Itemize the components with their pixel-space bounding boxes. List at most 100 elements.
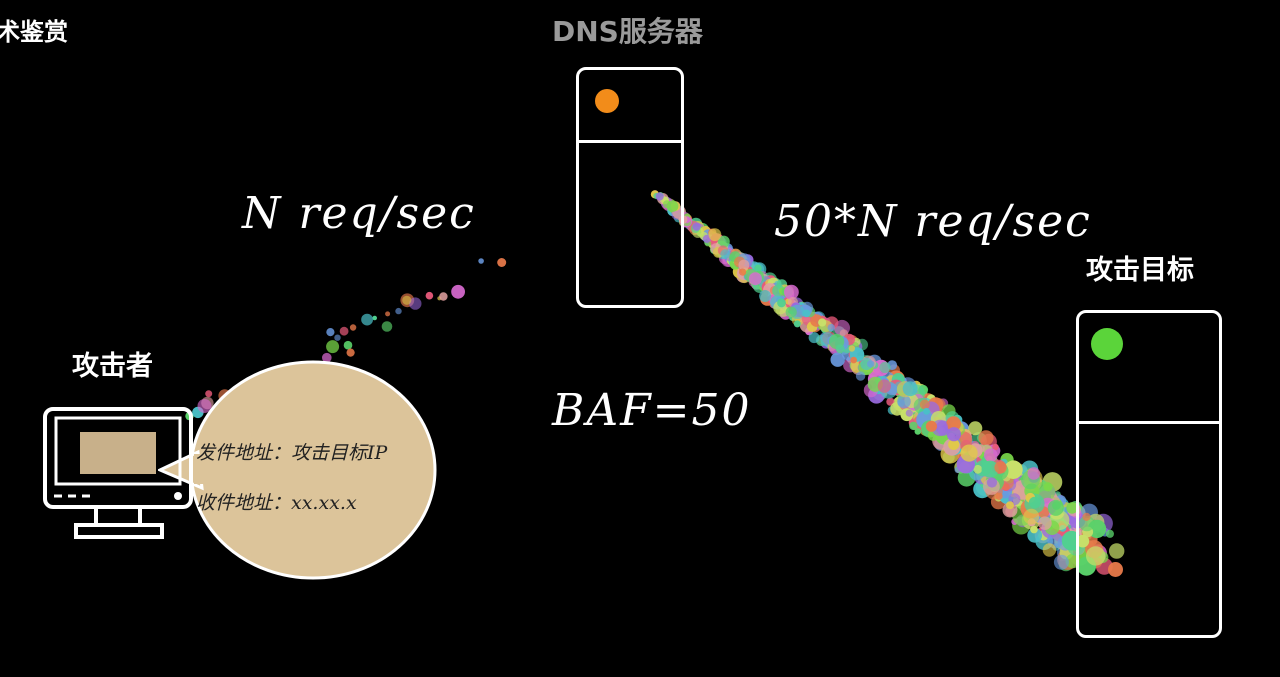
target-server bbox=[1076, 310, 1222, 638]
packet-dot bbox=[759, 290, 772, 302]
power-light bbox=[174, 492, 182, 500]
packet-dot bbox=[1109, 543, 1125, 559]
packet-dot bbox=[322, 352, 332, 363]
packet-dot bbox=[850, 356, 857, 364]
envelope-receiver: 收件地址：xx.xx.x bbox=[196, 492, 357, 514]
packet-dot bbox=[981, 460, 999, 478]
packet-dot bbox=[334, 334, 341, 341]
packet-dot bbox=[992, 443, 999, 451]
packet-dot bbox=[777, 298, 786, 308]
packet-dot bbox=[451, 284, 465, 299]
packet-dot bbox=[1006, 501, 1014, 510]
packet-dot bbox=[948, 438, 960, 450]
packet-dot bbox=[349, 324, 357, 331]
packet-dot bbox=[346, 348, 355, 357]
packet-dot bbox=[978, 430, 994, 446]
packet-dot bbox=[1066, 502, 1078, 514]
packet-dot bbox=[1030, 525, 1038, 534]
monitor-stand bbox=[74, 523, 164, 539]
packet-dot bbox=[919, 399, 930, 410]
packet-dot bbox=[1027, 467, 1041, 480]
dns-server-divider bbox=[579, 140, 681, 143]
packet-dot bbox=[655, 192, 664, 201]
packet-dot bbox=[925, 420, 938, 432]
packet-dot bbox=[946, 427, 962, 442]
packet-dot bbox=[827, 323, 835, 332]
bubble-tail-cover bbox=[194, 454, 208, 484]
packet-dot bbox=[738, 259, 750, 271]
packet-dot bbox=[409, 297, 422, 310]
packet-dot bbox=[197, 399, 212, 413]
packet-dot bbox=[909, 421, 918, 431]
packet-dot bbox=[361, 313, 373, 326]
packet-dot bbox=[717, 235, 730, 248]
attacker-computer-icon bbox=[43, 407, 193, 539]
packet-dot bbox=[968, 421, 983, 436]
packet-dot bbox=[439, 292, 448, 301]
packet-dot bbox=[973, 464, 983, 474]
packet-dot bbox=[748, 272, 762, 286]
packet-dot bbox=[848, 345, 856, 352]
packet-dot bbox=[984, 448, 998, 463]
baf-label: BAF=50 bbox=[552, 385, 752, 436]
packet-dot bbox=[326, 340, 340, 354]
packet-dot bbox=[1082, 512, 1091, 522]
packet-dot bbox=[960, 444, 978, 462]
packet-dot bbox=[497, 258, 507, 267]
packet-dot bbox=[986, 477, 998, 488]
attacker-label: 攻击者 bbox=[72, 351, 153, 382]
packet-dot bbox=[905, 409, 913, 417]
packet-dot bbox=[1105, 529, 1114, 538]
packet-dot bbox=[205, 390, 213, 398]
dns-server bbox=[576, 67, 684, 308]
packet-dot bbox=[879, 361, 891, 374]
packet-dot bbox=[343, 340, 353, 350]
packet-dot bbox=[785, 306, 797, 318]
packet-dot bbox=[902, 381, 918, 397]
packet-dot bbox=[1028, 496, 1041, 509]
packet-dot bbox=[395, 307, 402, 315]
packet-dot bbox=[877, 379, 891, 393]
packet-dot bbox=[402, 295, 412, 305]
amplified-rate-label: 50*N req/sec bbox=[774, 196, 1092, 247]
packet-dot bbox=[818, 318, 827, 327]
packet-dot bbox=[1079, 515, 1095, 532]
request-rate-label: N req/sec bbox=[242, 188, 476, 239]
envelope-bubble bbox=[158, 360, 437, 580]
monitor-screen bbox=[54, 416, 182, 486]
target-label: 攻击目标 bbox=[1086, 255, 1194, 286]
packet-dot bbox=[708, 228, 722, 242]
packet-dot bbox=[867, 360, 875, 368]
packet-dot bbox=[666, 200, 679, 212]
packet-dot bbox=[478, 258, 484, 264]
target-status-led bbox=[1091, 328, 1123, 360]
packet-dot bbox=[1108, 562, 1123, 577]
packet-dot bbox=[855, 371, 866, 381]
packet-dot bbox=[754, 264, 762, 272]
packet-dot bbox=[995, 492, 1003, 500]
packet-dot bbox=[339, 326, 349, 336]
packet-dot bbox=[994, 461, 1007, 474]
packet-dot bbox=[897, 394, 911, 409]
packet-dot bbox=[835, 344, 845, 354]
packet-dot bbox=[1053, 554, 1069, 570]
packet-dot bbox=[1047, 499, 1064, 516]
packet-dot bbox=[1042, 543, 1057, 557]
packet-dot bbox=[720, 249, 731, 260]
packet-dot bbox=[1076, 534, 1090, 548]
packet-dot bbox=[808, 332, 820, 344]
packet-dot bbox=[793, 320, 801, 328]
packet-dot bbox=[784, 284, 799, 300]
packet-dot bbox=[1086, 546, 1106, 566]
packet-dot bbox=[739, 268, 747, 276]
packet-dot bbox=[914, 428, 922, 435]
packet-dot bbox=[692, 222, 701, 231]
packet-dot bbox=[381, 321, 393, 332]
packet-dot bbox=[1038, 516, 1052, 530]
envelope-stamp-icon bbox=[80, 432, 156, 474]
packet-dot bbox=[830, 352, 845, 367]
target-server-divider bbox=[1079, 421, 1219, 424]
dns-server-title: DNS服务器 bbox=[552, 15, 703, 48]
packet-dot bbox=[923, 408, 930, 415]
